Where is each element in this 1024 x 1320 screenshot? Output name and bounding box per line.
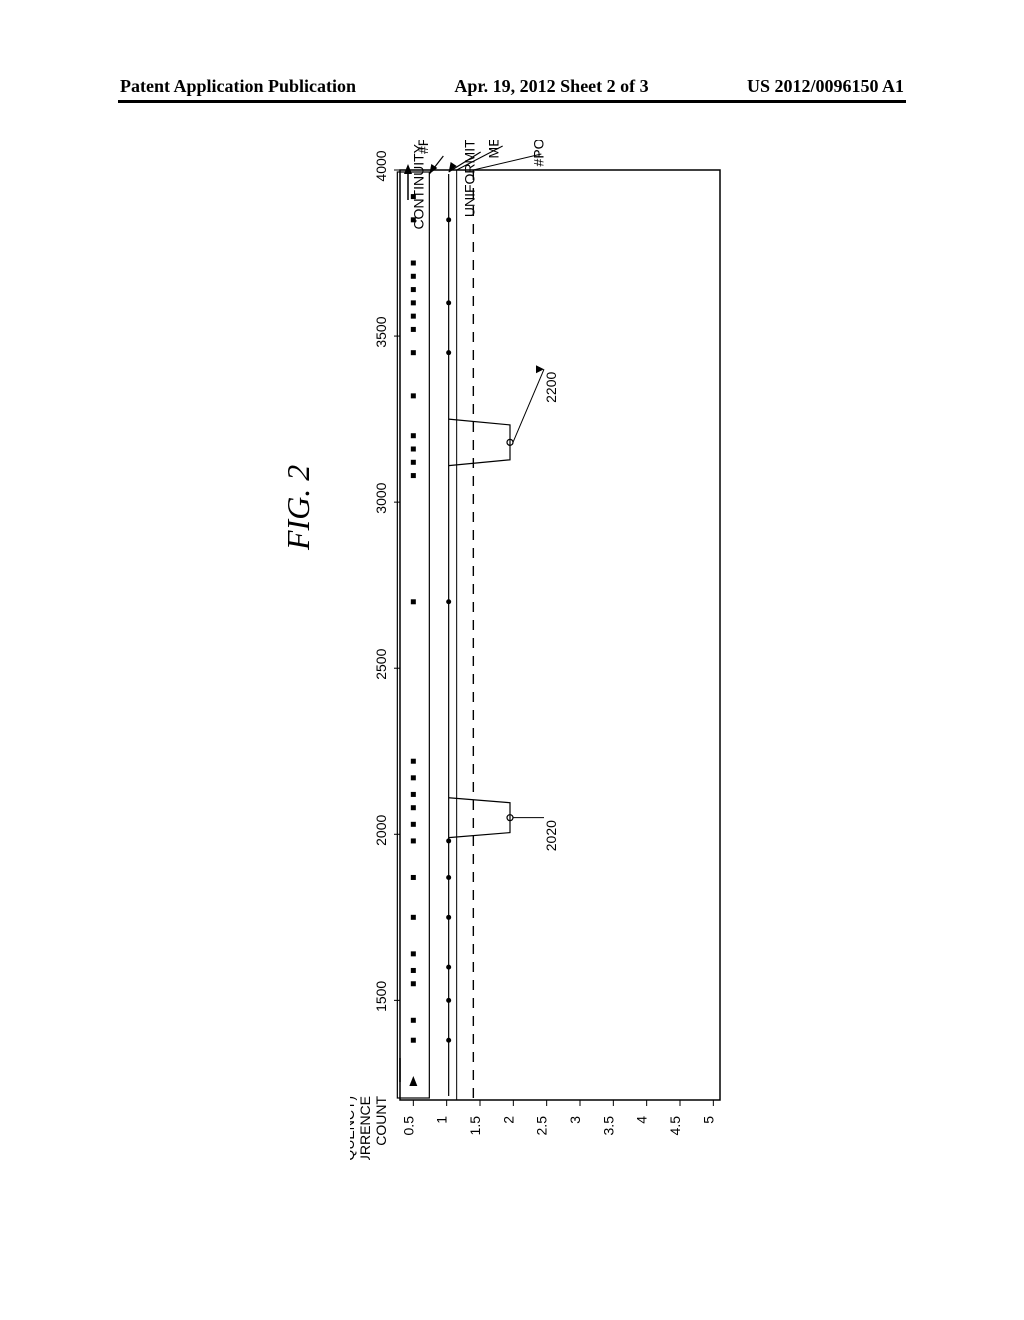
svg-text:COUNT: COUNT [373,1096,389,1146]
svg-text:3500: 3500 [373,316,389,347]
svg-text:MEAN: MEAN [486,140,502,158]
svg-text:#PORT: #PORT [530,140,546,166]
figure-label: FIG. 2 [280,465,317,550]
port-frequency-chart: 1500 2000 2500 3000 3500 4000 0.5 1 1.5 2 2.5 3 3.5 4… [350,140,840,1160]
svg-text:1500: 1500 [373,981,389,1012]
svg-text:2020: 2020 [543,820,559,851]
header-center: Apr. 19, 2012 Sheet 2 of 3 [454,76,648,97]
svg-text:4000: 4000 [373,150,389,181]
svg-text:3: 3 [567,1116,583,1124]
svg-text:1.5: 1.5 [467,1116,483,1136]
svg-text:2000: 2000 [373,815,389,846]
svg-text:2: 2 [500,1116,516,1124]
svg-text:3.5: 3.5 [600,1116,616,1136]
page-header: Patent Application Publication Apr. 19, … [120,76,904,97]
svg-text:2200: 2200 [543,372,559,403]
svg-text:0.5: 0.5 [400,1116,416,1136]
svg-text:2.5: 2.5 [534,1116,550,1136]
svg-text:FREQUENCY): FREQUENCY) [350,1096,357,1160]
figure-container: FIG. 2 1500200025003000350040000.511.522… [280,140,880,1240]
svg-text:2500: 2500 [373,648,389,679]
svg-text:5: 5 [700,1116,716,1124]
header-divider [118,100,906,103]
svg-text:CONTINUITY: CONTINUITY [410,143,426,229]
header-left: Patent Application Publication [120,76,356,97]
svg-text:4.5: 4.5 [667,1116,683,1136]
svg-text:1: 1 [434,1116,450,1124]
svg-text:UNIFORMITY: UNIFORMITY [462,140,478,217]
svg-text:4: 4 [634,1116,650,1124]
svg-text:(OCCURRENCE: (OCCURRENCE [357,1096,373,1160]
svg-text:3000: 3000 [373,482,389,513]
header-right: US 2012/0096150 A1 [747,76,904,97]
